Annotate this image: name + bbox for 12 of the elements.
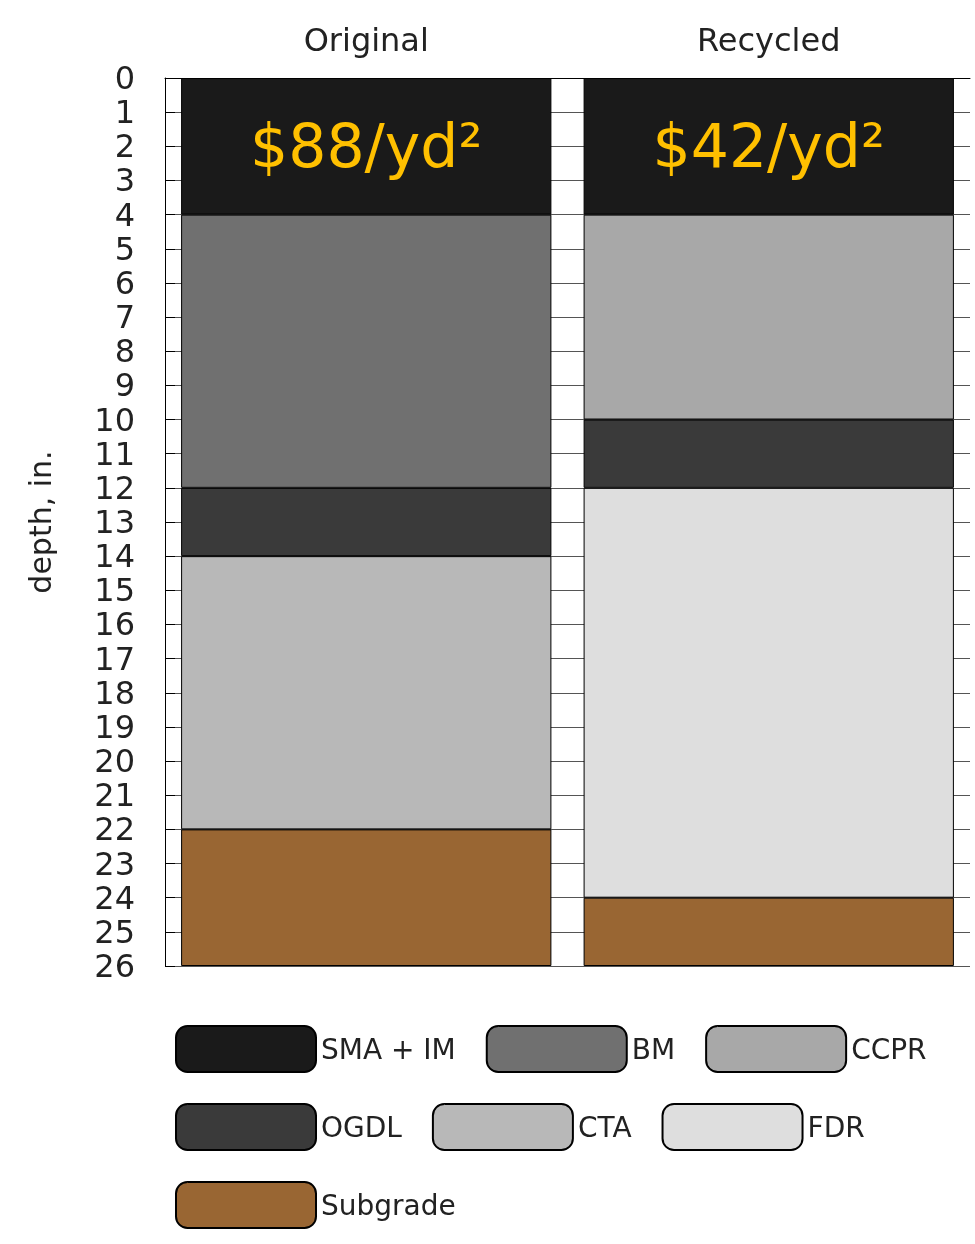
legend-label: FDR (807, 1110, 865, 1144)
legend-label: SMA + IM (321, 1032, 456, 1066)
annotation: $42/yd² (652, 111, 885, 182)
x-tick-label: Recycled (697, 21, 841, 59)
legend-label: OGDL (321, 1110, 403, 1144)
legend-label: BM (631, 1032, 676, 1066)
legend-label: CTA (577, 1110, 632, 1144)
legend-label: CCPR (851, 1032, 927, 1066)
x-tick-label: Original (303, 21, 429, 59)
y-axis-title: depth, in. (22, 450, 58, 594)
annotation: $88/yd² (250, 111, 483, 182)
legend-label: Subgrade (321, 1188, 456, 1222)
